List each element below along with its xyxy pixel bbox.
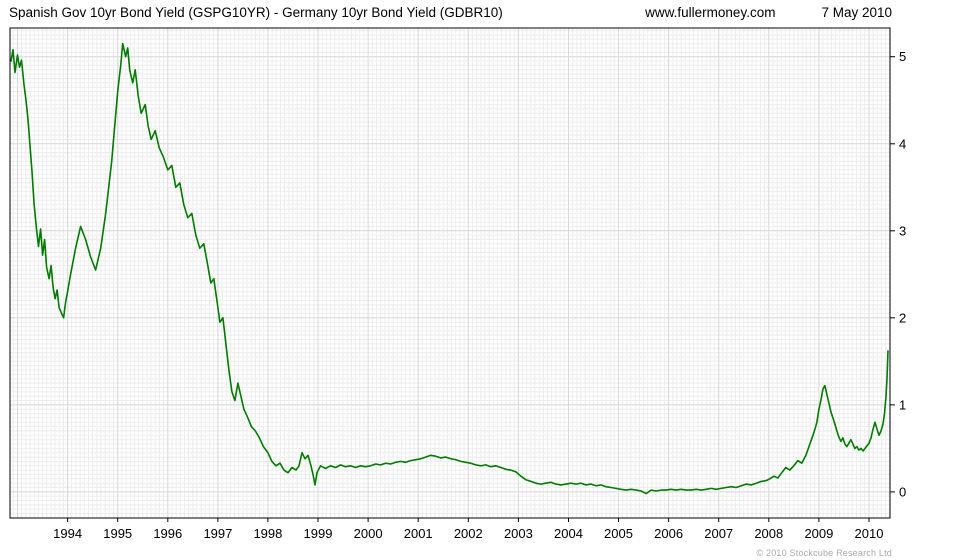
x-axis-label: 1998: [253, 526, 282, 541]
y-axis-label: 2: [899, 310, 906, 325]
grid-minor-lines: [10, 28, 891, 518]
website-link[interactable]: www.fullermoney.com: [645, 5, 776, 20]
x-axis-label: 1996: [153, 526, 182, 541]
copyright-label: © 2010 Stockcube Research Ltd: [756, 548, 892, 558]
plot-border: [9, 27, 891, 519]
x-axis-label: 1995: [103, 526, 132, 541]
x-axis-label: 2007: [704, 526, 733, 541]
x-axis-label: 2006: [654, 526, 683, 541]
date-label: 7 May 2010: [821, 5, 892, 20]
x-axis-label: 2003: [504, 526, 533, 541]
x-axis-label: 1999: [304, 526, 333, 541]
x-axis-label: 2005: [604, 526, 633, 541]
y-axis-label: 4: [899, 136, 906, 151]
y-axis-label: 3: [899, 223, 906, 238]
x-axis-label: 2002: [454, 526, 483, 541]
y-axis-label: 5: [899, 49, 906, 64]
y-axis-label: 0: [899, 484, 906, 499]
grid-major-lines: [10, 28, 890, 518]
x-axis-label: 2004: [554, 526, 583, 541]
x-axis-label: 2008: [754, 526, 783, 541]
y-axis-label: 1: [899, 397, 906, 412]
x-axis-label: 2009: [804, 526, 833, 541]
x-axis-label: 1994: [53, 526, 82, 541]
header-right-group: www.fullermoney.com 7 May 2010: [645, 5, 892, 20]
x-axis-label: 1997: [203, 526, 232, 541]
spread-series-line: [10, 42, 889, 495]
x-axis-label: 2010: [855, 526, 884, 541]
chart-title: Spanish Gov 10yr Bond Yield (GSPG10YR) -…: [9, 5, 503, 20]
chart-header: Spanish Gov 10yr Bond Yield (GSPG10YR) -…: [9, 5, 892, 20]
x-axis-label: 2001: [404, 526, 433, 541]
x-axis-label: 2000: [354, 526, 383, 541]
